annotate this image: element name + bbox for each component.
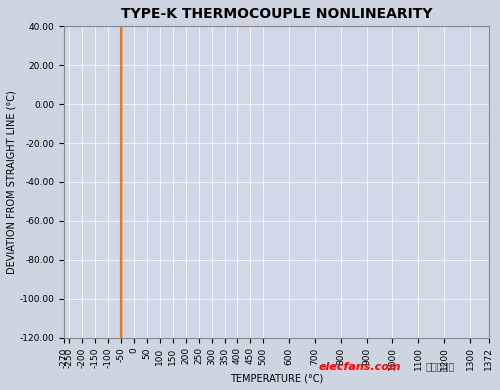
Text: 电子发烧友: 电子发烧友 [426,362,454,372]
X-axis label: TEMPERATURE (°C): TEMPERATURE (°C) [230,373,323,383]
Title: TYPE-K THERMOCOUPLE NONLINEARITY: TYPE-K THERMOCOUPLE NONLINEARITY [120,7,432,21]
Text: elecfans.com: elecfans.com [319,362,401,372]
Y-axis label: DEVIATION FROM STRAIGHT LINE (°C): DEVIATION FROM STRAIGHT LINE (°C) [7,90,17,274]
